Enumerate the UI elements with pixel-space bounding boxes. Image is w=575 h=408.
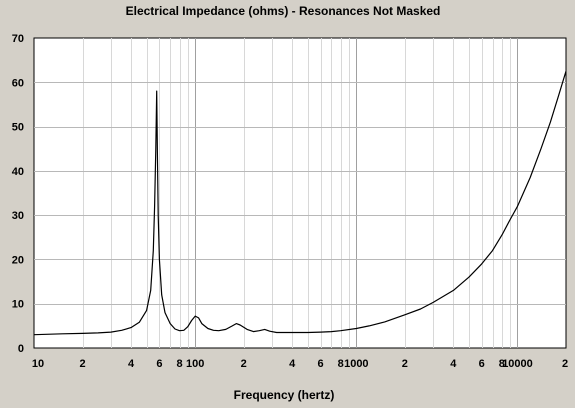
x-tick-label: 4 <box>128 358 135 370</box>
x-tick-label: 8 <box>176 358 182 370</box>
x-tick-label: 10000 <box>502 358 533 370</box>
y-tick-label: 0 <box>18 343 24 355</box>
x-tick-label: 10 <box>32 358 44 370</box>
impedance-curve <box>33 71 567 336</box>
x-tick-label: 2 <box>402 358 408 370</box>
x-tick-label: 6 <box>318 358 324 370</box>
x-tick-label: 2 <box>562 358 568 370</box>
x-tick-label: 6 <box>479 358 485 370</box>
y-tick-label: 20 <box>12 254 24 266</box>
x-tick-label: 2 <box>79 358 85 370</box>
y-tick-label: 50 <box>12 122 24 134</box>
y-tick-label: 70 <box>12 33 24 45</box>
x-tick-label: 6 <box>156 358 162 370</box>
y-tick-label: 40 <box>12 166 24 178</box>
x-tick-label: 100 <box>186 358 204 370</box>
x-axis-label: Frequency (hertz) <box>234 388 335 402</box>
x-tick-label: 1000 <box>344 358 368 370</box>
grid-lines <box>34 38 566 348</box>
x-tick-label: 4 <box>450 358 457 370</box>
x-tick-label: 8 <box>499 358 505 370</box>
series-layer <box>33 71 567 336</box>
chart-title: Electrical Impedance (ohms) - Resonances… <box>126 4 441 18</box>
plot-area <box>33 37 567 349</box>
x-tick-label: 2 <box>241 358 247 370</box>
y-tick-label: 60 <box>12 77 24 89</box>
x-tick-label: 8 <box>338 358 344 370</box>
y-tick-label: 10 <box>12 299 24 311</box>
x-tick-label: 4 <box>289 358 296 370</box>
y-tick-label: 30 <box>12 210 24 222</box>
